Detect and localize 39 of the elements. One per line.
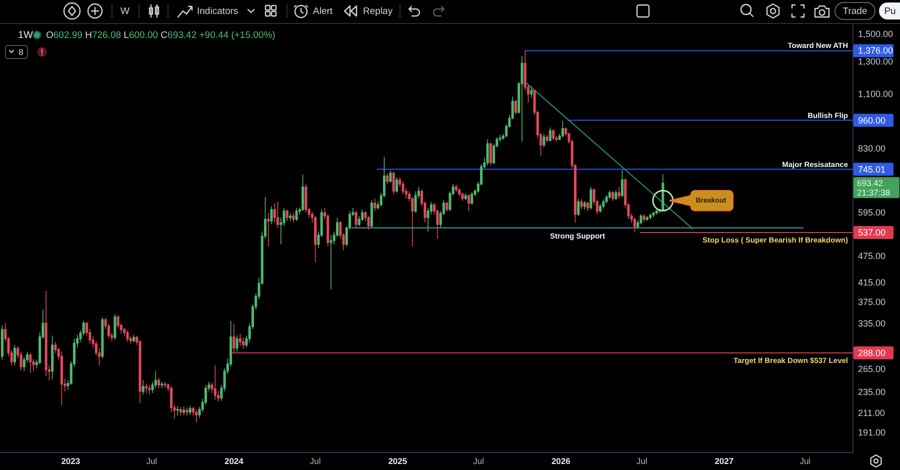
y-tick-label: 375.00 [858, 296, 886, 307]
x-tick-label: Jul [310, 456, 321, 466]
x-tick-label: 2027 [714, 456, 734, 466]
y-tick-label: 830.00 [858, 143, 886, 154]
text: O602.99 H726.08 L600.00 C693.42 +90.44 (+15.00%) [46, 30, 276, 40]
annotation: 8 [18, 47, 24, 57]
y-tick-label: 415.00 [858, 277, 886, 288]
text: 693.42 [857, 178, 884, 188]
text: Alert [313, 6, 333, 16]
text: Indicators [197, 6, 238, 16]
text: Trade [842, 6, 868, 16]
text: 21:37:38 [857, 188, 890, 198]
x-tick-label: Jul [636, 456, 648, 466]
y-tick-label: 1,300.00 [858, 56, 894, 67]
y-tick-label: 595.00 [858, 208, 886, 218]
x-tick-label: Jul [473, 456, 484, 466]
y-tick-label: 191.00 [858, 427, 886, 438]
x-tick-label: Jul [800, 456, 811, 466]
y-tick-label: 475.00 [858, 251, 886, 262]
x-tick-label: 2024 [224, 456, 244, 466]
data-label: 745.01 [858, 164, 886, 174]
x-tick-label: 2023 [61, 456, 80, 466]
x-tick-label: 2025 [388, 456, 408, 466]
data-label: 960.00 [858, 115, 886, 126]
y-tick-label: 265.00 [858, 364, 886, 374]
text: 1W [18, 30, 34, 40]
text: Replay [363, 6, 393, 16]
y-tick-label: 335.00 [858, 318, 886, 329]
x-tick-label: 2026 [551, 456, 571, 466]
data-label: 1,376.00 [858, 46, 894, 56]
x-tick-label: Jul [146, 456, 158, 466]
y-tick-label: 1,100.00 [858, 88, 894, 99]
text: W [120, 6, 130, 16]
data-label: 537.00 [858, 228, 886, 238]
y-tick-label: 1,500.00 [858, 29, 894, 40]
data-label: 288.00 [858, 348, 886, 358]
y-tick-label: 211.00 [858, 408, 885, 418]
y-tick-label: 235.00 [858, 387, 886, 398]
text: Pu [884, 6, 896, 16]
